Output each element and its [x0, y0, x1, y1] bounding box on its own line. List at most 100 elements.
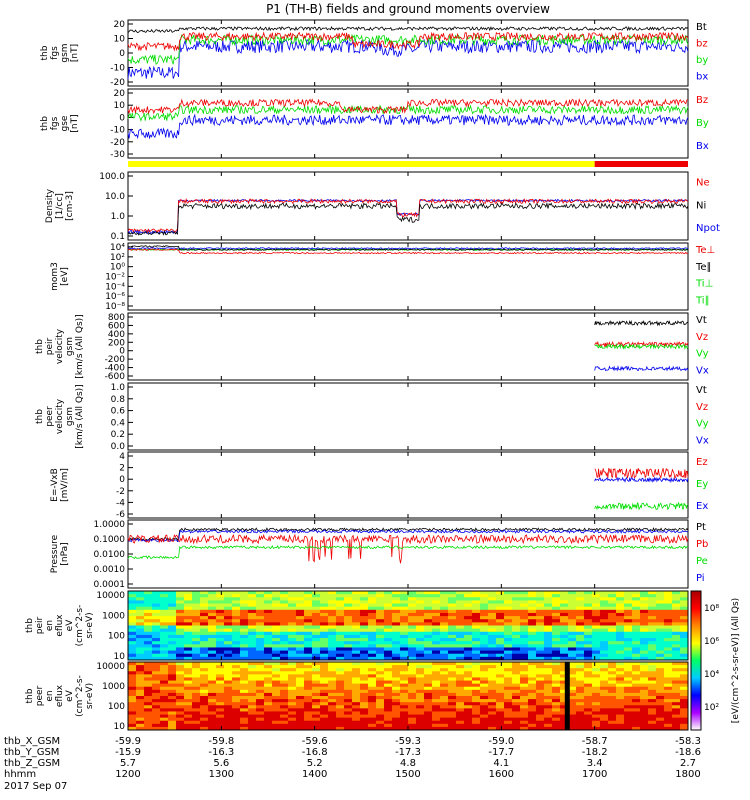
spectrogram-cell — [344, 671, 353, 675]
spectrogram-cell — [264, 674, 273, 678]
spectrogram-cell — [248, 600, 257, 605]
spectrogram-cell — [576, 680, 585, 685]
spectrogram-cell — [360, 656, 369, 661]
spectrogram-cell — [216, 638, 225, 642]
spectrogram-cell — [552, 638, 561, 642]
spectrogram-cell — [576, 622, 585, 626]
spectrogram-cell — [368, 662, 377, 666]
spectrogram-cell — [464, 638, 473, 642]
spectrogram-cell — [608, 671, 617, 675]
y-tick-label: 4 — [119, 452, 125, 462]
spectrogram-cell — [400, 702, 409, 706]
spectrogram-cell — [504, 668, 513, 672]
spectrogram-cell — [288, 674, 297, 678]
spectrogram-cell — [128, 612, 137, 617]
spectrogram-cell — [488, 603, 497, 608]
series-line-pressure-red — [127, 533, 689, 564]
spectrogram-cell — [400, 705, 409, 709]
spectrogram-cell — [528, 622, 537, 626]
spectrogram-cell — [480, 609, 489, 614]
spectrogram-cell — [464, 723, 473, 728]
spectrogram-cell — [616, 671, 625, 675]
spectrogram-cell — [544, 674, 553, 678]
spectrogram-cell — [624, 606, 633, 611]
y-tick-label: 10 — [114, 652, 126, 662]
spectrogram-cell — [200, 692, 209, 697]
spectrogram-cell — [552, 711, 561, 716]
spectrogram-cell — [232, 671, 241, 675]
spectrogram-cell — [664, 668, 673, 672]
spectrogram-cell — [200, 683, 209, 688]
spectrogram-cell — [304, 671, 313, 675]
spectrogram-cell — [472, 600, 481, 605]
spectrogram-cell — [592, 717, 601, 722]
spectrogram-cell — [560, 683, 569, 688]
spectrogram-cell — [480, 683, 489, 688]
spectrogram-cell — [416, 606, 425, 611]
spectrogram-cell — [328, 631, 337, 636]
spectrogram-cell — [152, 708, 161, 712]
spectrogram-cell — [176, 597, 185, 601]
y-axis-label: thb — [35, 339, 45, 354]
spectrogram-cell — [432, 606, 441, 611]
spectrogram-cell — [408, 634, 417, 639]
spectrogram-cell — [432, 699, 441, 703]
spectrogram-cell — [200, 714, 209, 719]
spectrogram-cell — [480, 699, 489, 703]
spectrogram-cell — [416, 628, 425, 633]
spectrogram-cell — [216, 594, 225, 598]
spectrogram-cell — [360, 619, 369, 623]
spectrogram-cell — [376, 594, 385, 598]
spectrogram-cell — [256, 711, 265, 716]
spectrogram-cell — [608, 662, 617, 666]
spectrogram-cell — [584, 653, 593, 658]
spectrogram-cell — [616, 699, 625, 703]
spectrogram-cell — [320, 720, 329, 725]
spectrogram-cell — [504, 671, 513, 675]
spectrogram-cell — [288, 708, 297, 712]
spectrogram-cell — [176, 628, 185, 633]
spectrogram-cell — [440, 662, 449, 666]
series-line-temp-red — [127, 248, 689, 255]
x-tick-value: -16.8 — [302, 747, 328, 758]
spectrogram-cell — [416, 656, 425, 661]
spectrogram-cell — [176, 717, 185, 722]
spectrogram-cell — [480, 650, 489, 655]
spectrogram-cell — [256, 689, 265, 694]
spectrogram-cell — [352, 594, 361, 598]
spectrogram-cell — [360, 634, 369, 639]
spectrogram-cell — [592, 622, 601, 626]
spectrogram-cell — [336, 612, 345, 617]
spectrogram-cell — [224, 653, 233, 658]
spectrogram-cell — [152, 689, 161, 694]
spectrogram-cell — [488, 606, 497, 611]
spectrogram-cell — [264, 683, 273, 688]
spectrogram-cell — [136, 665, 145, 669]
spectrogram-cell — [656, 653, 665, 658]
spectrogram-cell — [352, 696, 361, 700]
spectrogram-cell — [264, 634, 273, 639]
spectrogram-cell — [272, 634, 281, 639]
spectrogram-cell — [472, 625, 481, 630]
spectrogram-cell — [536, 597, 545, 601]
spectrogram-cell — [312, 609, 321, 614]
spectrogram-cell — [392, 696, 401, 700]
spectrogram-cell — [656, 619, 665, 623]
spectrogram-cell — [152, 692, 161, 697]
spectrogram-cell — [384, 591, 393, 595]
spectrogram-cell — [152, 650, 161, 655]
spectrogram-cell — [640, 665, 649, 669]
spectrogram-cell — [408, 680, 417, 685]
spectrogram-cell — [296, 594, 305, 598]
spectrogram-cell — [544, 723, 553, 728]
spectrogram-cell — [136, 714, 145, 719]
spectrogram-cell — [176, 634, 185, 639]
spectrogram-cell — [472, 656, 481, 661]
spectrogram-cell — [128, 625, 137, 630]
spectrogram-cell — [608, 622, 617, 626]
spectrogram-cell — [200, 641, 209, 645]
spectrogram-cell — [640, 711, 649, 716]
y-tick-label: -30 — [110, 150, 125, 160]
spectrogram-cell — [248, 671, 257, 675]
spectrogram-cell — [152, 717, 161, 722]
